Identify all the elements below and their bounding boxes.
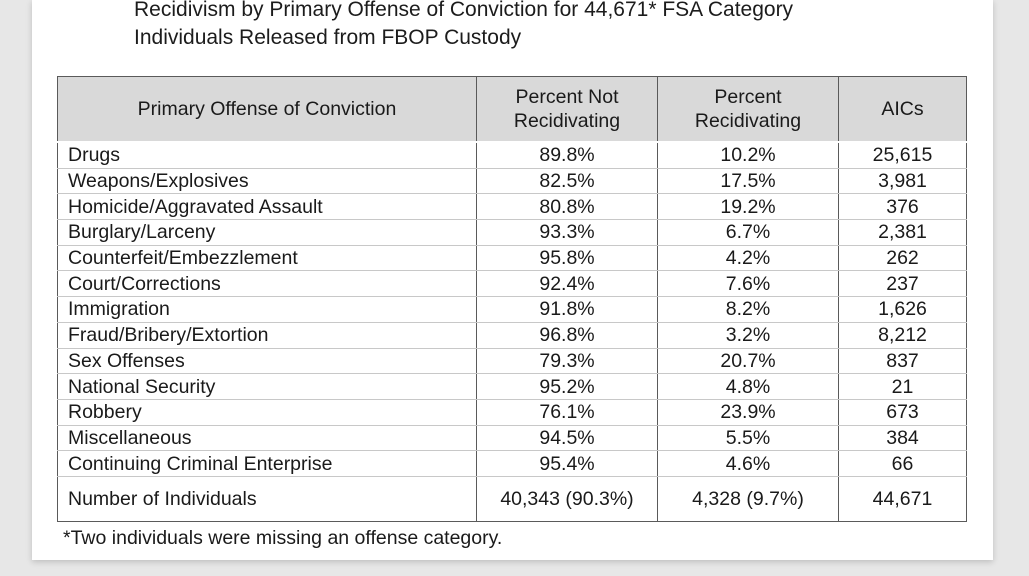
percent-recidivating-cell: 17.5% xyxy=(657,168,839,195)
percent-not-recidivating-cell: 82.5% xyxy=(476,168,658,195)
percent-not-recidivating-cell: 95.4% xyxy=(476,450,658,477)
percent-recidivating-cell: 23.9% xyxy=(657,399,839,426)
total-recidivating: 4,328 (9.7%) xyxy=(657,475,839,522)
percent-recidivating-cell: 7.6% xyxy=(657,270,839,298)
table-row: Homicide/Aggravated Assault 80.8% 19.2% 376 xyxy=(57,193,967,221)
percent-not-recidivating-cell: 94.5% xyxy=(476,425,658,452)
percent-recidivating-cell: 4.6% xyxy=(657,450,839,477)
table-row: Weapons/Explosives 82.5% 17.5% 3,981 xyxy=(57,168,967,195)
offense-cell: Burglary/Larceny xyxy=(57,219,477,246)
title-line-2: Individuals Released from FBOP Custody xyxy=(134,26,522,49)
percent-recidivating-cell: 19.2% xyxy=(657,193,839,221)
percent-not-recidivating-cell: 96.8% xyxy=(476,322,658,349)
header-offense: Primary Offense of Conviction xyxy=(57,76,477,143)
header-percent-not-recidivating: Percent Not Recidivating xyxy=(476,76,658,143)
table-title: Recidivism by Primary Offense of Convict… xyxy=(134,0,793,52)
table-row: Burglary/Larceny 93.3% 6.7% 2,381 xyxy=(57,219,967,246)
header-row: Primary Offense of Conviction Percent No… xyxy=(57,76,967,143)
aics-cell: 237 xyxy=(838,270,967,298)
percent-not-recidivating-cell: 79.3% xyxy=(476,348,658,375)
offense-cell: Continuing Criminal Enterprise xyxy=(57,450,477,477)
total-not-recidivating: 40,343 (90.3%) xyxy=(476,475,658,522)
table-row: Counterfeit/Embezzlement 95.8% 4.2% 262 xyxy=(57,245,967,272)
aics-cell: 2,381 xyxy=(838,219,967,246)
percent-recidivating-cell: 6.7% xyxy=(657,219,839,246)
aics-cell: 66 xyxy=(838,450,967,477)
aics-cell: 837 xyxy=(838,348,967,375)
table-row: Continuing Criminal Enterprise 95.4% 4.6% 6… xyxy=(57,450,967,477)
table-row: Sex Offenses 79.3% 20.7% 837 xyxy=(57,348,967,375)
aics-cell: 21 xyxy=(838,373,967,400)
total-aics: 44,671 xyxy=(838,475,967,522)
table-row: Fraud/Bribery/Extortion 96.8% 3.2% 8,212 xyxy=(57,322,967,349)
offense-cell: Miscellaneous xyxy=(57,425,477,452)
total-row: Number of Individuals 40,343 (90.3%) 4,3… xyxy=(57,475,967,522)
aics-cell: 262 xyxy=(838,245,967,272)
offense-cell: Fraud/Bribery/Extortion xyxy=(57,322,477,349)
aics-cell: 673 xyxy=(838,399,967,426)
table-row: Immigration 91.8% 8.2% 1,626 xyxy=(57,296,967,323)
percent-recidivating-cell: 8.2% xyxy=(657,296,839,323)
aics-cell: 384 xyxy=(838,425,967,452)
title-line-1: Recidivism by Primary Offense of Convict… xyxy=(134,0,794,21)
percent-not-recidivating-cell: 95.2% xyxy=(476,373,658,400)
percent-not-recidivating-cell: 89.8% xyxy=(476,141,658,169)
percent-not-recidivating-cell: 91.8% xyxy=(476,296,658,323)
percent-not-recidivating-cell: 93.3% xyxy=(476,219,658,246)
offense-cell: Weapons/Explosives xyxy=(57,168,477,195)
table-row: Robbery 76.1% 23.9% 673 xyxy=(57,399,967,426)
aics-cell: 376 xyxy=(838,193,967,221)
header-aics: AICs xyxy=(838,76,967,143)
total-label: Number of Individuals xyxy=(57,475,477,522)
offense-cell: Immigration xyxy=(57,296,477,323)
percent-recidivating-cell: 10.2% xyxy=(657,141,839,169)
offense-cell: Court/Corrections xyxy=(57,270,477,298)
aics-cell: 3,981 xyxy=(838,168,967,195)
offense-cell: Homicide/Aggravated Assault xyxy=(57,193,477,221)
percent-not-recidivating-cell: 80.8% xyxy=(476,193,658,221)
table-row: Drugs 89.8% 10.2% 25,615 xyxy=(57,141,967,169)
aics-cell: 1,626 xyxy=(838,296,967,323)
offense-cell: National Security xyxy=(57,373,477,400)
percent-recidivating-cell: 20.7% xyxy=(657,348,839,375)
aics-cell: 25,615 xyxy=(838,141,967,169)
table-row: National Security 95.2% 4.8% 21 xyxy=(57,373,967,400)
aics-cell: 8,212 xyxy=(838,322,967,349)
offense-cell: Robbery xyxy=(57,399,477,426)
offense-cell: Counterfeit/Embezzlement xyxy=(57,245,477,272)
percent-recidivating-cell: 5.5% xyxy=(657,425,839,452)
percent-not-recidivating-cell: 95.8% xyxy=(476,245,658,272)
table-row: Miscellaneous 94.5% 5.5% 384 xyxy=(57,425,967,452)
percent-not-recidivating-cell: 76.1% xyxy=(476,399,658,426)
header-percent-recidivating: Percent Recidivating xyxy=(657,76,839,143)
offense-cell: Drugs xyxy=(57,141,477,169)
percent-recidivating-cell: 4.8% xyxy=(657,373,839,400)
offense-cell: Sex Offenses xyxy=(57,348,477,375)
recidivism-table: Primary Offense of Conviction Percent No… xyxy=(57,76,967,522)
table-row: Court/Corrections 92.4% 7.6% 237 xyxy=(57,270,967,298)
footnote: *Two individuals were missing an offense… xyxy=(63,527,503,549)
percent-not-recidivating-cell: 92.4% xyxy=(476,270,658,298)
percent-recidivating-cell: 4.2% xyxy=(657,245,839,272)
percent-recidivating-cell: 3.2% xyxy=(657,322,839,349)
